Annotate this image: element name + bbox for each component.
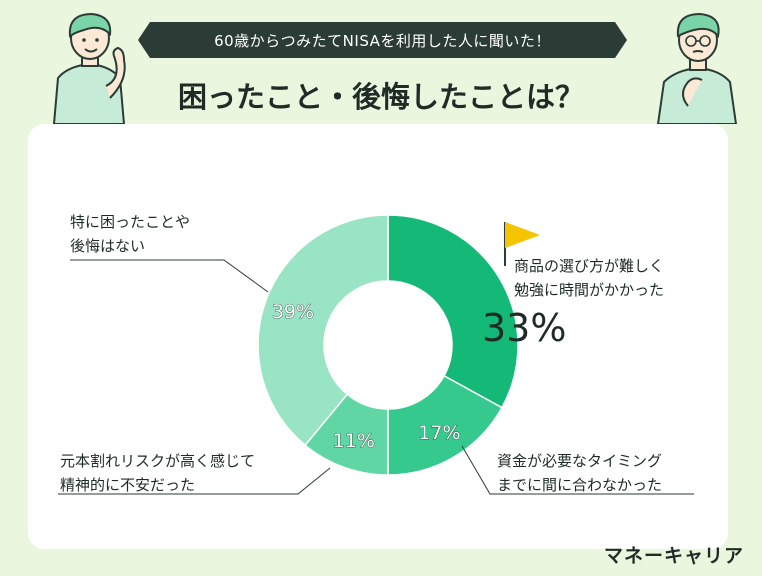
page-title: 困ったこと・後悔したことは？ (177, 80, 584, 114)
slice-4-percent-label: 39% (272, 301, 314, 323)
flag-icon (504, 222, 540, 266)
pointing-person-illustration (52, 12, 126, 124)
callout-slice-2-line-1: 資金が必要なタイミング (497, 452, 663, 470)
slice-1-highlight-percent: 33% (482, 306, 567, 350)
callout-slice-3-line-1: 元本割れリスクが高く感じて (60, 452, 256, 470)
chart-card (28, 124, 728, 549)
callout-slice-1-line-1: 商品の選び方が難しく (514, 257, 665, 275)
callout-slice-1-line-2: 勉強に時間がかかった (514, 281, 665, 299)
leader-line-slice-2 (461, 445, 694, 495)
callout-slice-4-line-1: 特に困ったことや (70, 213, 191, 231)
callout-slice-2-line-2: までに間に合わなかった (497, 476, 663, 494)
donut-slice-4 (257, 214, 389, 447)
slice-3-percent-label: 11% (333, 430, 375, 452)
callout-slice-1: 商品の選び方が難しく 勉強に時間がかかった (514, 254, 664, 302)
callout-slice-3-line-2: 精神的に不安だった (60, 476, 196, 494)
callout-slice-4-line-2: 後悔はない (70, 237, 146, 255)
callout-slice-2: 資金が必要なタイミング までに間に合わなかった (497, 449, 662, 497)
leader-line-slice-3 (58, 467, 331, 495)
donut-slice-1 (387, 214, 519, 409)
thinking-person-illustration (656, 12, 738, 124)
brand-logo-text: マネーキャリア (603, 545, 744, 567)
slice-2-percent-label: 17% (418, 422, 460, 444)
survey-banner: 60歳からつみたてNISAを利用した人に聞いた！ (138, 22, 627, 58)
callout-slice-3: 元本割れリスクが高く感じて 精神的に不安だった (60, 449, 255, 497)
leader-line-slice-4 (70, 259, 269, 293)
callout-slice-4: 特に困ったことや 後悔はない (70, 210, 190, 258)
